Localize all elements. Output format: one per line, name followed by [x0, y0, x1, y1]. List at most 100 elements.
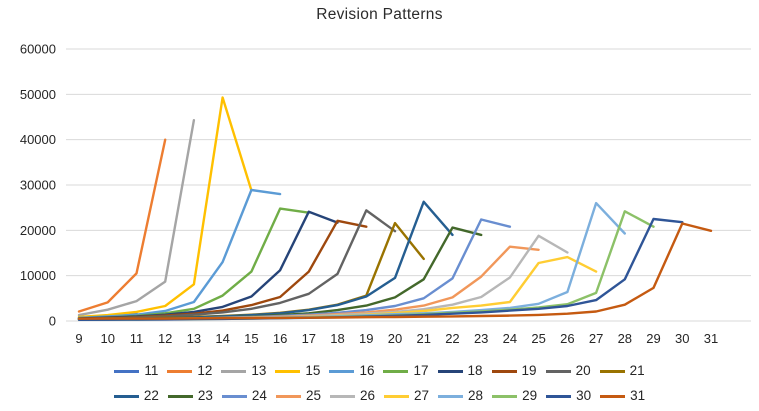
legend-item-31: 31	[600, 389, 645, 403]
legend-label: 16	[359, 363, 375, 379]
legend-item-13: 13	[221, 364, 266, 378]
legend-swatch-15	[275, 369, 301, 373]
x-axis-tick-label: 11	[130, 331, 144, 346]
legend-label: 21	[629, 363, 645, 379]
legend-item-17: 17	[383, 363, 429, 379]
series-line-15	[77, 96, 253, 319]
series-line-13	[77, 118, 196, 317]
legend-swatch-23	[167, 394, 193, 398]
legend-item-28: 28	[438, 389, 483, 403]
legend-swatch-22	[113, 394, 139, 398]
legend-item-23: 23	[167, 388, 213, 404]
chart-title: Revision Patterns	[316, 6, 443, 23]
x-axis-tick-label: 9	[75, 331, 82, 346]
legend-label: 27	[414, 388, 430, 404]
legend-swatch-27	[384, 394, 409, 398]
legend-swatch-18	[437, 369, 463, 373]
legend-item-24: 24	[221, 388, 267, 404]
legend-item-20: 20	[545, 363, 591, 379]
legend-label: 31	[630, 388, 646, 404]
x-axis-tick-label: 23	[474, 331, 488, 346]
series-line-19	[77, 219, 368, 320]
legend-swatch-29	[492, 394, 518, 398]
legend-swatch-11	[114, 369, 140, 373]
legend-label: 19	[521, 363, 537, 379]
legend-label: 17	[413, 363, 429, 379]
x-axis-tick-label: 31	[704, 331, 718, 346]
series-line-16	[77, 188, 282, 319]
legend-label: 12	[197, 363, 213, 379]
x-axis-tick-label: 26	[560, 331, 574, 346]
y-axis-tick-label: 30000	[20, 178, 56, 193]
legend-label: 29	[522, 388, 538, 404]
legend-label: 20	[575, 363, 591, 379]
legend-item-18: 18	[437, 364, 483, 378]
legend-item-16: 16	[329, 364, 374, 378]
legend-swatch-13	[221, 369, 247, 373]
legend-swatch-31	[600, 394, 626, 398]
x-axis-tick-label: 20	[388, 331, 402, 346]
chart-legend: 11 12 13 15 16 17 18 19 20 21 22 23 24 25 26 27 28 29 30 3…	[0, 360, 759, 407]
y-axis-tick-label: 60000	[20, 42, 56, 57]
series-line-12	[77, 138, 167, 313]
legend-swatch-17	[383, 369, 409, 373]
legend-label: 28	[468, 388, 484, 404]
legend-swatch-24	[221, 394, 247, 398]
y-axis-tick-label: 0	[49, 314, 56, 329]
legend-item-22: 22	[113, 388, 159, 404]
x-axis-tick-label: 12	[158, 331, 172, 346]
legend-swatch-20	[545, 369, 571, 373]
x-axis-tick-label: 18	[330, 331, 344, 346]
x-axis-tick-label: 25	[531, 331, 545, 346]
legend-item-15: 15	[275, 364, 320, 378]
legend-swatch-26	[329, 394, 355, 398]
x-axis-tick-label: 17	[302, 331, 316, 346]
legend-swatch-19	[491, 369, 517, 373]
x-axis-tick-label: 13	[187, 331, 201, 346]
legend-row-1: 11 12 13 15 16 17 18 19 20 21	[114, 360, 645, 382]
legend-swatch-16	[329, 369, 355, 373]
x-axis-tick-label: 24	[503, 331, 517, 346]
legend-label: 11	[144, 363, 159, 379]
x-axis-tick-label: 15	[244, 331, 258, 346]
legend-item-11: 11	[114, 364, 158, 378]
x-axis-tick-label: 21	[416, 331, 430, 346]
legend-swatch-21	[599, 369, 625, 373]
legend-label: 15	[305, 363, 321, 379]
legend-row-2: 22 23 24 25 26 27 28 29 30 31	[113, 385, 645, 407]
series-line-31	[77, 222, 713, 320]
x-axis-tick-label: 27	[589, 331, 603, 346]
legend-item-25: 25	[275, 388, 321, 404]
y-axis-tick-label: 20000	[20, 223, 56, 238]
x-axis-tick-label: 28	[618, 331, 632, 346]
x-axis-tick-label: 16	[273, 331, 287, 346]
legend-swatch-12	[167, 369, 193, 373]
legend-item-21: 21	[599, 363, 645, 379]
legend-item-26: 26	[329, 388, 375, 404]
x-axis-tick-label: 14	[215, 331, 229, 346]
legend-item-29: 29	[492, 389, 537, 403]
y-axis-tick-label: 10000	[20, 268, 56, 283]
legend-label: 23	[197, 388, 213, 404]
x-axis-tick-label: 10	[100, 331, 114, 346]
legend-item-27: 27	[384, 389, 429, 403]
legend-swatch-28	[438, 394, 464, 398]
x-axis-tick-label: 19	[359, 331, 373, 346]
legend-item-30: 30	[546, 389, 591, 403]
legend-label: 22	[143, 388, 159, 404]
legend-swatch-25	[275, 394, 301, 398]
legend-item-12: 12	[167, 364, 212, 378]
legend-label: 13	[251, 363, 267, 379]
plot-area: 0 10000 20000 30000 40000 50000 60000 9 10 11 12 13…	[20, 42, 751, 346]
legend-label: 26	[359, 388, 375, 404]
x-axis-tick-label: 22	[445, 331, 459, 346]
legend-label: 24	[251, 388, 267, 404]
legend-item-19: 19	[491, 363, 537, 379]
x-axis-tick-label: 30	[675, 331, 689, 346]
legend-label: 25	[305, 388, 321, 404]
y-axis-tick-label: 40000	[20, 132, 56, 147]
y-axis-tick-label: 50000	[20, 87, 56, 102]
legend-swatch-30	[546, 394, 572, 398]
x-axis-tick-label: 29	[646, 331, 660, 346]
